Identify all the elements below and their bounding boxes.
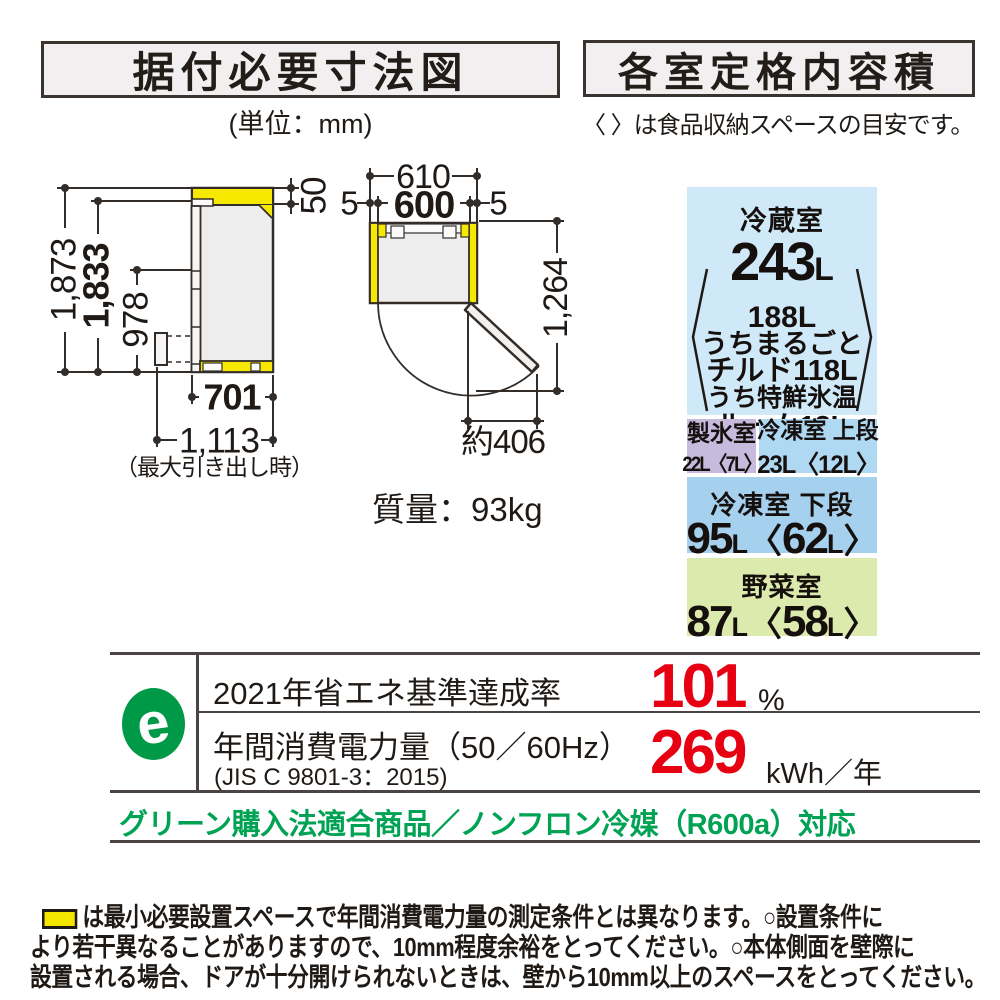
drawer-handle bbox=[154, 332, 168, 366]
veg-room-name: 野菜室 bbox=[741, 572, 823, 602]
side-clearance-left-band bbox=[369, 222, 379, 304]
hinge-left bbox=[377, 223, 387, 238]
side-dimension-dots bbox=[61, 184, 295, 444]
footnote-line-2: より若干異なることがありますので、10mm程度余裕をとってください。○本体側面を… bbox=[30, 932, 915, 962]
fridge-detail-brackets bbox=[691, 268, 873, 412]
annual-consumption-label: 年間消費電力量（50／60Hz） bbox=[213, 730, 630, 765]
installation-diagram: 1,873 1,833 978 50 701 1,113 （最大引き出し時） bbox=[44, 158, 575, 528]
freezer-lower-value: 95L〈62L〉 bbox=[686, 514, 878, 563]
jis-standard-label: (JIS C 9801-3：2015) bbox=[214, 764, 448, 791]
installation-title-box: 据付必要寸法図 bbox=[41, 41, 560, 98]
dim-door-swing: 約406 bbox=[461, 423, 545, 460]
dim-depth-body: 701 bbox=[203, 377, 261, 418]
freezer-upper-name: 冷凍室 上段 bbox=[757, 417, 879, 443]
annual-consumption-unit: kWh／年 bbox=[766, 758, 883, 790]
energy-standard-value: 101 bbox=[650, 652, 747, 721]
dim-width-body: 600 bbox=[394, 184, 454, 226]
hinge-right bbox=[460, 223, 470, 238]
door-divider-lines bbox=[191, 270, 201, 365]
weight-label: 質量：93kg bbox=[372, 491, 543, 528]
top-view: 610 5 600 5 1,264 約406 bbox=[340, 158, 575, 460]
foot-left bbox=[202, 362, 223, 372]
capacity-veg-room: 野菜室 87L〈58L〉 bbox=[687, 558, 877, 644]
back-top-notch bbox=[258, 204, 273, 219]
side-clearance-right-band bbox=[468, 222, 478, 304]
energy-rule-vertical bbox=[196, 652, 199, 792]
fridge-detail-line: うちまるごと bbox=[701, 329, 863, 359]
footnote-line-3: 設置される場合、ドアが十分開けられないときは、壁から10mm以上のスペースをとっ… bbox=[30, 962, 987, 992]
energy-standard-unit: % bbox=[758, 684, 785, 717]
dim-clearance-left: 5 bbox=[340, 185, 357, 222]
fridge-body-top bbox=[368, 221, 479, 305]
door-top-step bbox=[191, 198, 214, 207]
dim-height-drawer: 978 bbox=[116, 292, 155, 347]
energy-rule-middle bbox=[197, 711, 980, 713]
bottom-clearance-band bbox=[199, 360, 274, 373]
fridge-detail-line: 188L bbox=[747, 301, 817, 334]
open-door bbox=[463, 301, 540, 374]
dim-top-clearance: 50 bbox=[294, 177, 333, 214]
notch-right bbox=[442, 225, 457, 239]
footnote-line-1: は最小必要設置スペースで年間消費電力量の測定条件とは異なります。○設置条件に bbox=[42, 897, 883, 934]
energy-saving-mark: e bbox=[122, 688, 185, 760]
annual-consumption-value: 269 bbox=[650, 718, 747, 787]
energy-standard-label: 2021年省エネ基準達成率 bbox=[213, 676, 561, 711]
capacity-title-box: 各室定格内容積 bbox=[583, 40, 975, 97]
ice-room-name: 製氷室 bbox=[687, 420, 756, 446]
green-note-rule bbox=[110, 840, 980, 843]
freezer-upper-value: 23L〈12L〉 bbox=[757, 451, 880, 479]
capacity-title: 各室定格内容積 bbox=[618, 50, 940, 95]
fridge-value: 243L bbox=[730, 232, 834, 292]
freezer-lower-name: 冷凍室 下段 bbox=[710, 490, 854, 520]
ice-room-value: 22L〈7L〉 bbox=[682, 453, 762, 476]
yellow-legend-swatch bbox=[42, 909, 78, 929]
capacity-freezer-lower: 冷凍室 下段 95L〈62L〉 bbox=[687, 477, 877, 561]
dim-width-total: 610 bbox=[396, 158, 450, 196]
energy-rule-bottom bbox=[110, 790, 980, 793]
drawer-dashed-lines bbox=[167, 335, 191, 363]
dim-depth-drawer-open: 1,113 bbox=[179, 421, 259, 460]
fridge-detail-line: チルド118L bbox=[706, 355, 858, 387]
dim-depth-door-open: 1,264 bbox=[537, 258, 575, 338]
energy-rule-top bbox=[110, 652, 980, 655]
fridge-detail-line: うち特鮮氷温 bbox=[706, 384, 857, 412]
capacity-ice-room: 製氷室 22L〈7L〉 bbox=[682, 419, 762, 476]
top-dimension-dots bbox=[366, 172, 561, 425]
eco-e-glyph: e bbox=[132, 689, 174, 758]
footnote-text-1: は最小必要設置スペースで年間消費電力量の測定条件とは異なります。○設置条件に bbox=[82, 902, 883, 932]
installation-title: 据付必要寸法図 bbox=[132, 49, 469, 96]
dim-clearance-right: 5 bbox=[489, 185, 506, 222]
unit-note: (単位：mm) bbox=[228, 109, 373, 139]
capacity-note: 〈 〉は食品収納スペースの目安です。 bbox=[582, 112, 974, 139]
capacity-fridge: 冷蔵室 243L 188L うちまるごと チルド118L うち特鮮氷温 ルーム1… bbox=[687, 187, 877, 440]
dim-height-body: 1,833 bbox=[76, 243, 117, 328]
veg-room-value: 87L〈58L〉 bbox=[686, 597, 878, 646]
fridge-name: 冷蔵室 bbox=[740, 206, 824, 236]
dim-height-total: 1,873 bbox=[44, 239, 83, 322]
door-swing-arc bbox=[377, 302, 540, 397]
drawer-open-note: （最大引き出し時） bbox=[115, 454, 313, 480]
green-purchase-note: グリーン購入法適合商品／ノンフロン冷媒（R600a）対応 bbox=[119, 809, 856, 841]
side-view: 1,873 1,833 978 50 701 1,113 （最大引き出し時） bbox=[44, 177, 333, 480]
notch-left bbox=[390, 225, 405, 239]
fridge-body-side bbox=[190, 186, 275, 374]
capacity-freezer-upper: 冷凍室 上段 23L〈12L〉 bbox=[757, 417, 880, 479]
foot-right bbox=[250, 362, 261, 372]
